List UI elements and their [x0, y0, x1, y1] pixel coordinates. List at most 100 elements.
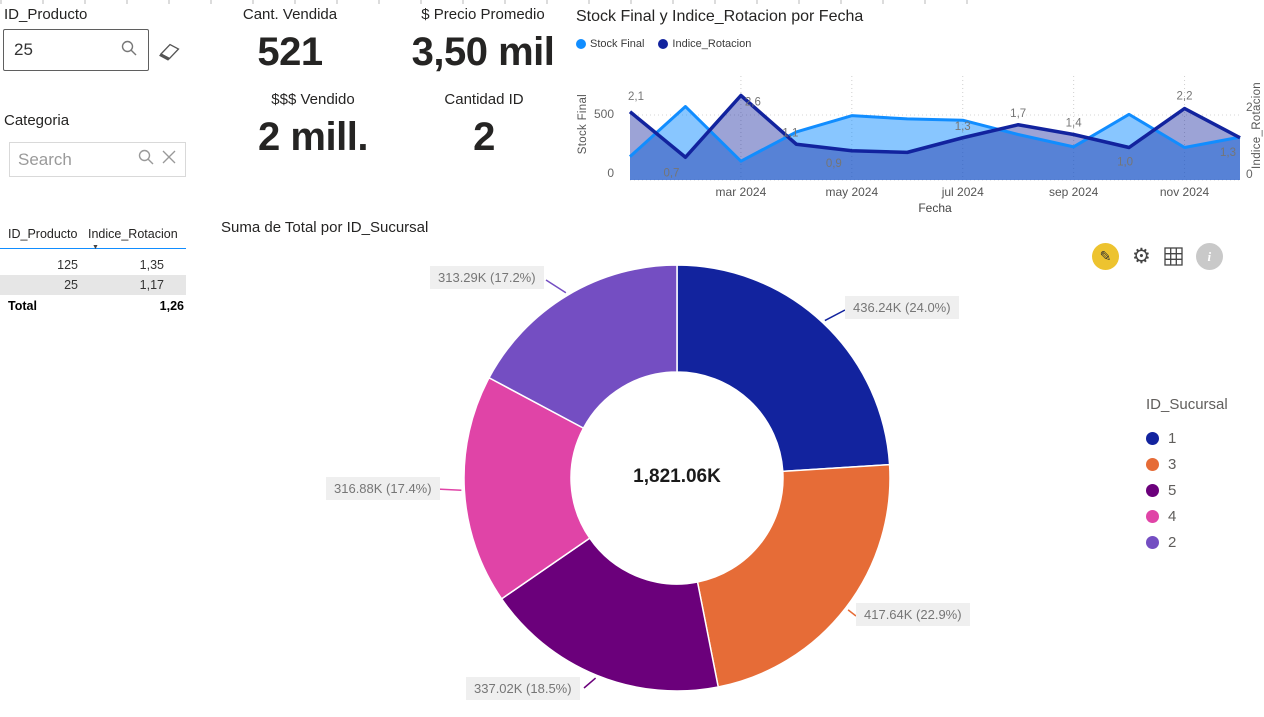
legend-dot: [1146, 483, 1159, 497]
donut-chart[interactable]: [300, 250, 1000, 717]
table-row[interactable]: 25 1,17: [0, 275, 186, 295]
y-left-tick-500: 500: [593, 107, 614, 121]
legend-label: 1: [1168, 429, 1177, 447]
donut-slice-label-3: 417.64K (22.9%): [856, 603, 970, 626]
donut-legend-title: ID_Sucursal: [1146, 396, 1228, 413]
combo-area-chart[interactable]: 2,1 0,7 2,6 1,1 0,9 1,3 1,7 1,4 1,0 2,2 1,3 mar 202…: [628, 72, 1250, 217]
y-left-tick-0: 0: [607, 166, 614, 180]
grid-view-icon[interactable]: [1164, 247, 1183, 266]
legend-label: 3: [1168, 455, 1177, 473]
cell-id-producto: 125: [57, 258, 78, 272]
table-row[interactable]: 125 1,35: [0, 255, 186, 275]
slicer-title-id-producto: ID_Producto: [4, 6, 88, 23]
edit-pencil-icon[interactable]: ✎: [1092, 243, 1119, 270]
donut-slice-3[interactable]: [696, 463, 891, 688]
y-right-axis-title: Indice_Rotacion: [1251, 82, 1263, 169]
donut-slice-1[interactable]: [676, 264, 891, 473]
settings-gear-icon[interactable]: ⚙: [1132, 245, 1151, 268]
kpi-value: 2: [473, 115, 495, 159]
table-total-label: Total: [8, 299, 37, 313]
cell-indice-rotacion: 1,35: [139, 258, 164, 272]
top-clip-strip: [0, 0, 980, 4]
kpi-card-2: $ Precio Promedio 3,50 mil: [398, 6, 568, 75]
table-header-indice-rotacion[interactable]: Indice_Rotacion: [88, 227, 178, 241]
svg-text:0,9: 0,9: [826, 158, 842, 170]
close-icon[interactable]: [161, 149, 177, 170]
combo-chart-title: Stock Final y Indice_Rotacion por Fecha: [576, 8, 864, 25]
legend-item-indice-rotacion[interactable]: Indice_Rotacion: [658, 38, 751, 50]
rotation-table: ID_Producto Indice_Rotacion ▼ 125 1,35 25 1…: [0, 222, 186, 317]
table-header[interactable]: ID_Producto Indice_Rotacion: [0, 222, 186, 241]
donut-slice-2[interactable]: [488, 264, 678, 430]
donut-slice-label-1: 436.24K (24.0%): [845, 296, 959, 319]
svg-text:2,2: 2,2: [1177, 91, 1193, 103]
id-producto-input[interactable]: 25: [3, 29, 149, 71]
kpi-card-4: Cantidad ID 2: [409, 91, 559, 160]
sort-descending-icon[interactable]: ▼: [92, 244, 99, 251]
svg-text:sep 2024: sep 2024: [1049, 185, 1099, 199]
cell-id-producto: 25: [64, 278, 78, 292]
donut-slice-5[interactable]: [500, 537, 720, 692]
kpi-label: $$$ Vendido: [271, 91, 355, 108]
legend-dot: [658, 39, 669, 49]
svg-text:mar 2024: mar 2024: [716, 185, 767, 199]
donut-slice-label-5: 337.02K (18.5%): [466, 677, 580, 700]
donut-legend-item-4[interactable]: 4: [1146, 503, 1228, 529]
donut-legend-item-5[interactable]: 5: [1146, 477, 1228, 503]
svg-text:nov 2024: nov 2024: [1160, 185, 1210, 199]
kpi-value: 2 mill.: [258, 115, 368, 159]
kpi-card-1: Cant. Vendida 521: [215, 6, 365, 75]
eraser-clear-filter-icon[interactable]: [157, 40, 183, 64]
search-icon: [137, 148, 155, 171]
legend-item-stock-final[interactable]: Stock Final: [576, 38, 644, 50]
kpi-label: Cantidad ID: [444, 91, 524, 108]
y-right-tick-2: 2: [1246, 100, 1253, 114]
legend-dot: [576, 39, 586, 49]
donut-center-total: 1,821.06K: [633, 466, 721, 487]
kpi-value: 3,50 mil: [411, 30, 555, 74]
kpi-card-3: $$$ Vendido 2 mill.: [238, 91, 388, 160]
donut-slice-4[interactable]: [463, 376, 591, 600]
donut-legend-item-3[interactable]: 3: [1146, 451, 1228, 477]
svg-text:1,3: 1,3: [955, 121, 971, 133]
donut-slice-label-2: 313.29K (17.2%): [430, 266, 544, 289]
svg-text:2,1: 2,1: [628, 91, 644, 103]
categoria-search-input[interactable]: Search: [9, 142, 186, 177]
slicer-title-categoria: Categoria: [4, 112, 70, 129]
legend-dot: [1146, 509, 1159, 523]
table-header-rule: [0, 248, 186, 249]
table-total-row: Total 1,26: [0, 295, 186, 317]
donut-legend-item-2[interactable]: 2: [1146, 529, 1228, 555]
legend-label: Indice_Rotacion: [672, 38, 752, 50]
svg-text:2,6: 2,6: [745, 97, 761, 109]
donut-legend-item-1[interactable]: 1: [1146, 425, 1228, 451]
kpi-label: $ Precio Promedio: [421, 6, 545, 23]
table-header-id-producto[interactable]: ID_Producto: [8, 227, 78, 241]
svg-text:0,7: 0,7: [663, 167, 679, 179]
table-total-value: 1,26: [159, 299, 184, 313]
legend-dot: [1146, 431, 1159, 445]
search-icon: [120, 39, 138, 62]
svg-text:1,3: 1,3: [1220, 147, 1236, 159]
legend-label: Stock Final: [590, 38, 645, 50]
svg-text:1,4: 1,4: [1066, 118, 1083, 130]
legend-label: 4: [1168, 507, 1177, 525]
x-axis-title: Fecha: [918, 201, 952, 215]
y-right-tick-0: 0: [1246, 167, 1253, 181]
legend-dot: [1146, 457, 1159, 471]
id-producto-value: 25: [14, 40, 33, 59]
svg-text:1,1: 1,1: [782, 127, 798, 139]
donut-legend: ID_Sucursal 1 3 5 4 2: [1146, 396, 1228, 555]
combo-chart-legend: Stock Final Indice_Rotacion: [576, 38, 751, 50]
donut-slice-label-4: 316.88K (17.4%): [326, 477, 440, 500]
cell-indice-rotacion: 1,17: [139, 278, 164, 292]
kpi-value: 521: [257, 30, 323, 74]
info-icon[interactable]: i: [1195, 243, 1223, 270]
kpi-label: Cant. Vendida: [242, 6, 338, 23]
search-placeholder: Search: [18, 149, 72, 169]
legend-label: 5: [1168, 481, 1177, 499]
svg-text:1,7: 1,7: [1010, 108, 1026, 120]
svg-text:1,0: 1,0: [1117, 157, 1133, 169]
svg-text:may 2024: may 2024: [825, 185, 878, 199]
visual-toolbar: ✎ ⚙ i: [1092, 243, 1223, 270]
